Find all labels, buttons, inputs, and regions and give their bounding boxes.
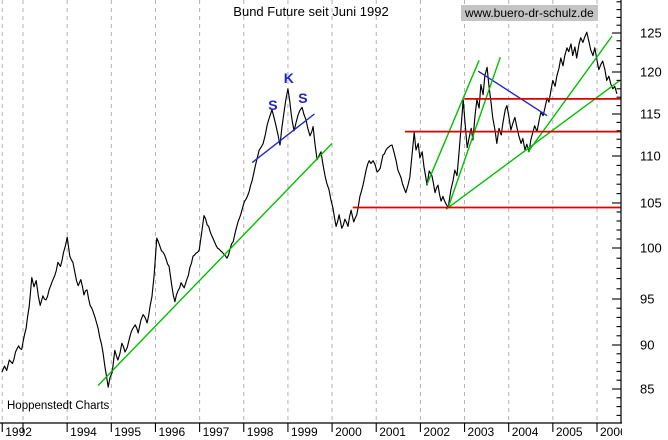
watermark-label: www.buero-dr-schulz.de <box>461 5 598 21</box>
x-tick-label: 2005 <box>556 425 583 439</box>
x-tick-label: 2006 <box>600 425 627 439</box>
trendline <box>527 35 613 153</box>
y-tick-label: 105 <box>640 196 662 211</box>
downtrend-2003-2004-line <box>477 70 548 117</box>
y-tick-label: 120 <box>640 65 662 80</box>
x-tick-label: 1998 <box>247 425 274 439</box>
y-tick-label: 95 <box>640 292 654 307</box>
trendline <box>426 60 480 185</box>
chart-title: Bund Future seit Juni 1992 <box>233 4 389 19</box>
pattern-lines <box>251 70 548 164</box>
x-tick-label: 1992 <box>5 425 32 439</box>
pattern-label-s: S <box>268 97 277 113</box>
grid-lines <box>1 0 598 423</box>
pattern-label-k: K <box>284 70 294 86</box>
x-tick-label: 2002 <box>423 425 450 439</box>
trendline <box>97 142 333 386</box>
price-line <box>1 31 618 388</box>
y-tick-label: 85 <box>640 382 654 397</box>
x-tick-label: 2001 <box>379 425 406 439</box>
y-tick-label: 100 <box>640 241 662 256</box>
y-tick-label: 90 <box>640 338 654 353</box>
x-tick-label: 2003 <box>468 425 495 439</box>
pattern-label-s: S <box>298 90 307 106</box>
neckline-line <box>251 113 315 164</box>
axes <box>0 0 622 432</box>
price-series <box>1 31 618 388</box>
x-tick-label: 2000 <box>335 425 362 439</box>
x-tick-label: 1999 <box>291 425 318 439</box>
y-axis-labels: 85 90 95 100 105 110 115 120 125 <box>640 26 662 397</box>
source-credit: Hoppenstedt Charts <box>7 400 110 412</box>
sks-labels: SKS <box>268 70 307 113</box>
x-tick-label: 1994 <box>70 425 97 439</box>
y-tick-label: 125 <box>640 26 662 41</box>
y-tick-label: 115 <box>640 107 661 122</box>
x-tick-label: 1995 <box>114 425 141 439</box>
x-tick-label: 1997 <box>203 425 230 439</box>
y-tick-label: 110 <box>640 149 661 164</box>
trend-lines <box>97 35 621 386</box>
x-tick-label: 1996 <box>158 425 185 439</box>
support-resistance-lines <box>352 97 621 209</box>
x-axis-labels: 1992 1994 1995 1996 1997 1998 1999 2000 2001 2002… <box>5 425 627 439</box>
x-tick-label: 2004 <box>512 425 539 439</box>
